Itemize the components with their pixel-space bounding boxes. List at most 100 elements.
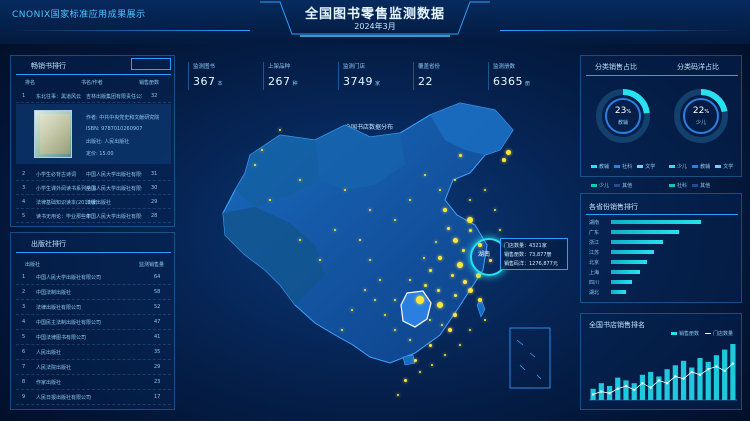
legend-b: 少儿 教辅 文学 社科 其他: [669, 153, 739, 191]
store-dot: [384, 314, 386, 316]
store-dot: [461, 248, 465, 252]
chart-point: [649, 386, 652, 389]
province-label: 浙江: [589, 240, 600, 246]
publisher-count: 58: [154, 289, 161, 295]
kpi-varieties: 上架品种 267 种: [263, 62, 338, 90]
chart-bar: [656, 376, 662, 400]
store-dot: [502, 158, 506, 162]
store-dot: [394, 299, 396, 301]
store-dot: [458, 153, 462, 157]
chart-bar: [713, 355, 720, 400]
store-dot: [453, 313, 457, 317]
table-row[interactable]: 1 东北往事：黑道风云 吉林出版集团有限责任公司 32: [16, 90, 171, 103]
store-dot: [364, 289, 366, 291]
store-dot: [468, 228, 472, 232]
row-rank: 5: [22, 213, 26, 219]
province-rank-title: 各省份销售排行: [589, 203, 638, 211]
chart-point: [674, 375, 677, 378]
publisher-row[interactable]: 8 作家出版社 23: [16, 376, 171, 390]
kpi-value: 3749: [343, 75, 373, 88]
publisher-row[interactable]: 4 中国民主法制出版社有限公司 47: [16, 316, 171, 330]
province-bar: [611, 260, 647, 264]
row-info: 中国人民大学出版社有限公司: [86, 214, 142, 220]
publisher-row[interactable]: 3 法律出版社有限公司 52: [16, 301, 171, 315]
row-info: 中国人民大学出版社有限公司: [86, 172, 142, 178]
store-dot: [299, 179, 301, 181]
legend-a-2: 文学: [645, 164, 656, 170]
chart-point: [723, 369, 726, 373]
store-dot: [369, 259, 371, 261]
legend-b-1: 教辅: [700, 164, 711, 170]
kpi-unit: 家: [375, 81, 381, 87]
map-region-northeast: [430, 103, 513, 155]
publisher-count: 29: [154, 364, 161, 370]
kpi-unit: 本: [217, 81, 223, 87]
chart-point: [591, 393, 595, 396]
publisher-row[interactable]: 1 中国人民大学出版社有限公司 64: [16, 271, 171, 285]
store-dot: [319, 259, 321, 261]
province-bar: [611, 290, 626, 294]
row-info: 吉林出版集团有限责任公司: [86, 94, 142, 100]
legend-b-2: 文学: [723, 164, 734, 170]
row-rank: 2: [22, 171, 26, 177]
kpi-value-wrap: 3749 家: [343, 70, 413, 89]
legend-item: 教辅: [692, 164, 710, 170]
tooltip-line2: 销售册数：73,877册: [504, 252, 552, 258]
detail-author: 作者: 中共中央党史和文献研究院: [86, 115, 160, 121]
store-dot: [397, 394, 399, 396]
map-title: 全国书店数据分布: [345, 124, 394, 131]
chart-bar: [722, 349, 728, 400]
col-count: 销售册数: [139, 80, 160, 86]
tooltip-line1: 门店数量：4321家: [504, 243, 547, 249]
store-dot: [454, 179, 456, 181]
legend-item: 教辅: [591, 164, 609, 170]
table-row[interactable]: 4 法律基础知识读本(2019版) 法律出版社 29: [16, 196, 171, 209]
publisher-count: 64: [154, 274, 161, 280]
china-map[interactable]: [195, 95, 575, 395]
chart-line: [592, 363, 734, 395]
province-label: 广东: [589, 230, 600, 236]
store-dot: [443, 208, 447, 212]
publisher-row[interactable]: 2 中国法制出版社 58: [16, 286, 171, 300]
store-dot: [499, 229, 501, 231]
legend-item: 文学: [637, 164, 655, 170]
province-bar: [611, 280, 632, 284]
province-bar: [611, 220, 701, 224]
publisher-row[interactable]: 7 人民法院出版社 29: [16, 361, 171, 375]
store-dot: [374, 299, 376, 301]
donut-b-arc: [674, 89, 728, 143]
table-row[interactable]: 3 小学生课外阅读书系列丛书 中国人民大学出版社有限公司 30: [16, 182, 171, 195]
legend-line-label: 门店数量: [713, 331, 734, 337]
store-dot: [446, 226, 450, 230]
kpi-copies: 监测册数 6365 册: [488, 62, 563, 90]
store-dot: [467, 287, 473, 293]
map-region-tibet: [223, 207, 325, 305]
store-dot: [423, 283, 427, 287]
store-dot: [341, 329, 343, 331]
store-dot: [419, 371, 421, 373]
kpi-unit: 种: [292, 81, 298, 87]
table-row[interactable]: 2 小学生必背古诗词 中国人民大学出版社有限公司 31: [16, 168, 171, 181]
chart-point: [616, 387, 619, 390]
publisher-row[interactable]: 9 人民日报出版社有限公司 17: [16, 391, 171, 405]
chart-point: [707, 368, 710, 371]
store-rank-title: 全国书店销售排名: [589, 321, 645, 329]
publisher-row[interactable]: 5 中国法律图书有限公司 41: [16, 331, 171, 345]
chart-bar: [680, 360, 687, 400]
kpi-value-wrap: 6365 册: [493, 70, 563, 89]
table-row[interactable]: 5 读书无用论：毕业那些年 中国人民大学出版社有限公司 28: [16, 210, 171, 223]
store-dot: [435, 241, 437, 243]
publisher-row[interactable]: 6 人民出版社 35: [16, 346, 171, 360]
province-bar: [611, 230, 679, 234]
col-book: 书名/作者: [81, 80, 103, 86]
chart-bar: [664, 369, 670, 400]
donut-b-pct: 22%: [692, 106, 710, 116]
publisher-name: 人民法院出版社: [36, 365, 72, 371]
legend-item: 社科: [669, 183, 687, 189]
kpi-value-wrap: 22: [418, 70, 488, 89]
detail-price: 定价: 15.00: [86, 151, 114, 157]
legend-a-1: 社科: [622, 164, 633, 170]
row-rank: 1: [22, 93, 26, 99]
book-detail[interactable]: 作者: 中共中央党史和文献研究院 ISBN: 9787010260907 出版社…: [16, 104, 171, 164]
kpi-label: 监测门店: [343, 64, 366, 70]
